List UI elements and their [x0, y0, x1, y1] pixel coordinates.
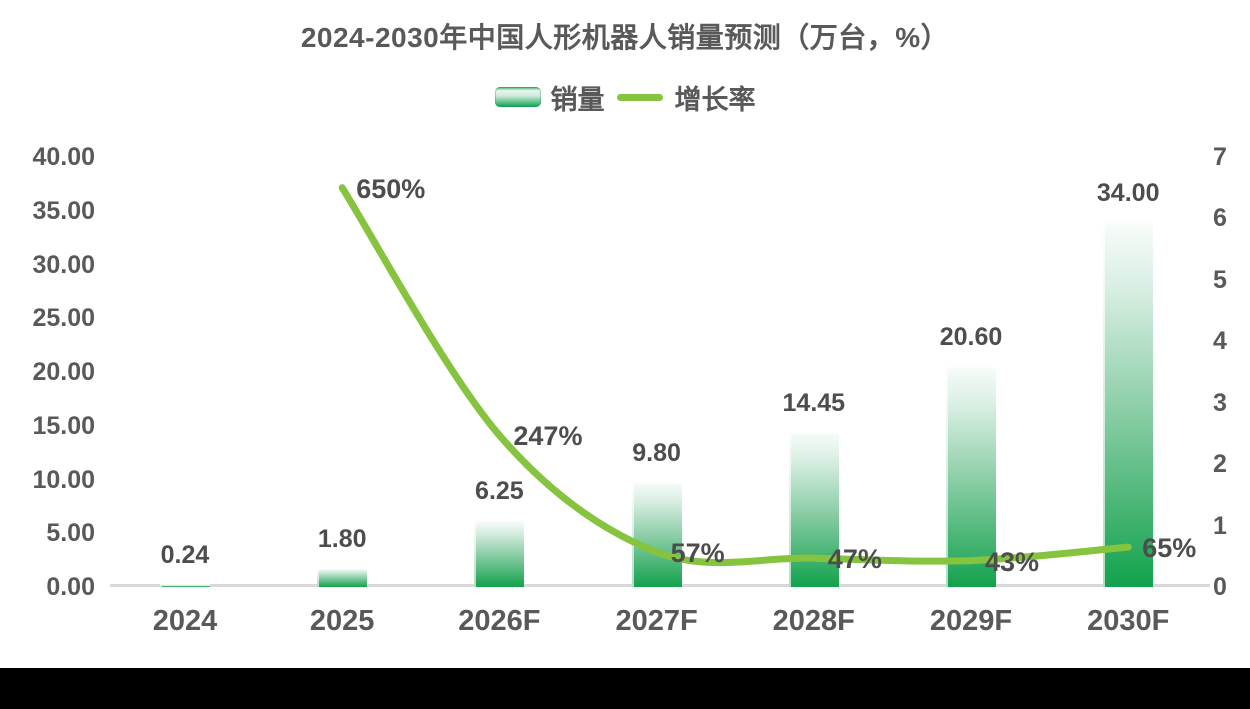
chart-title: 2024-2030年中国人形机器人销量预测（万台，%）: [300, 22, 950, 53]
growth-rate-label: 247%: [513, 421, 583, 452]
y-right-tick: 5: [1213, 265, 1227, 294]
growth-rate-label: 47%: [827, 544, 882, 575]
x-axis-label-2029F: 2029F: [929, 605, 1013, 637]
growth-line-path: [338, 184, 1132, 567]
growth-rate-label: 650%: [356, 173, 426, 204]
bar-value-label: 34.00: [1096, 178, 1160, 207]
y-left-tick: 15.00: [32, 411, 95, 440]
y-left-tick: 10.00: [32, 465, 95, 494]
y-right-tick: 6: [1213, 204, 1227, 233]
bottom-black-strip: [0, 668, 1250, 709]
bar-value-label: 0.24: [160, 541, 210, 570]
bar-2027F: [631, 481, 682, 587]
bar-2026F: [474, 519, 525, 587]
y-left-tick: 25.00: [32, 304, 95, 333]
legend-line-swatch-icon: [616, 93, 663, 101]
y-left-tick: 35.00: [32, 196, 95, 225]
bar-value-label: 1.80: [317, 524, 367, 553]
bar-value-label: 20.60: [939, 322, 1003, 351]
y-left-tick: 20.00: [32, 358, 95, 386]
y-right-tick: 2: [1213, 450, 1227, 479]
y-right-tick: 4: [1213, 327, 1227, 356]
y-left-tick: 0.00: [46, 573, 95, 601]
bar-value-label: 9.80: [632, 438, 681, 467]
y-right-tick: 3: [1213, 388, 1227, 417]
y-right-tick: 1: [1213, 511, 1227, 540]
x-axis-label-2030F: 2030F: [1087, 605, 1170, 637]
legend-bar-swatch-icon: [494, 87, 541, 107]
growth-rate-label: 43%: [985, 546, 1040, 577]
y-left-tick: 30.00: [32, 250, 95, 279]
bar-value-label: 14.45: [782, 388, 846, 417]
bar-value-label: 6.25: [475, 476, 524, 505]
y-right-tick: 0: [1213, 573, 1227, 601]
x-axis-label-2026F: 2026F: [458, 605, 541, 637]
y-left-tick: 40.00: [32, 143, 95, 171]
chart-legend: 销量 增长率: [0, 82, 1250, 115]
y-left-tick: 5.00: [46, 519, 95, 548]
x-axis-label-2027F: 2027F: [615, 605, 698, 637]
x-axis-label-2028F: 2028F: [772, 605, 855, 637]
growth-rate-label: 65%: [1142, 533, 1197, 564]
legend-bar-label: 销量: [550, 84, 605, 115]
bar-2024: [160, 584, 210, 587]
x-axis-label-2025: 2025: [309, 605, 375, 637]
y-right-tick: 7: [1213, 143, 1227, 171]
growth-rate-label: 57%: [670, 537, 725, 568]
x-axis-label-2024: 2024: [152, 605, 218, 637]
bar-2025: [317, 567, 368, 587]
legend-line-label: 增长率: [674, 84, 756, 115]
